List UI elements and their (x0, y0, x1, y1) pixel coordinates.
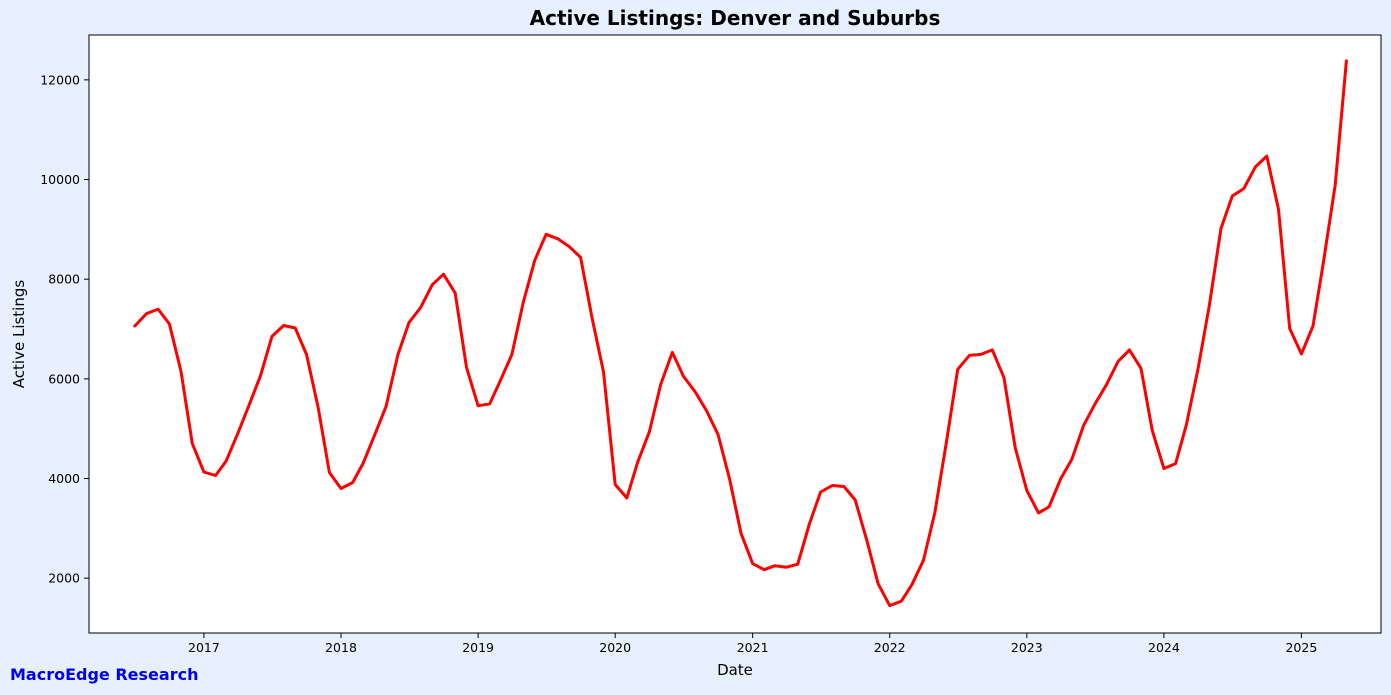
series-group (133, 59, 1348, 608)
x-axis-label: Date (717, 661, 753, 679)
x-tick-label: 2017 (188, 640, 220, 655)
y-tick-label: 4000 (48, 471, 80, 486)
y-tick-label: 6000 (48, 371, 80, 386)
x-tick-label: 2022 (874, 640, 906, 655)
y-tick-label: 12000 (40, 72, 80, 87)
chart-title: Active Listings: Denver and Suburbs (530, 6, 941, 30)
x-tick-label: 2020 (599, 640, 631, 655)
y-tick-label: 2000 (48, 571, 80, 586)
x-axis-ticks: 2017 2018 2019 2020 2021 2022 2023 2024 2025 (188, 633, 1317, 655)
y-axis-label: Active Listings (10, 280, 28, 389)
x-tick-label: 2024 (1148, 640, 1180, 655)
x-tick-label: 2025 (1285, 640, 1317, 655)
plot-area (88, 34, 1382, 634)
x-tick-label: 2021 (737, 640, 769, 655)
x-tick-label: 2018 (325, 640, 357, 655)
y-tick-label: 8000 (48, 272, 80, 287)
footer-brand: MacroEdge Research (10, 665, 199, 684)
x-tick-label: 2023 (1011, 640, 1043, 655)
series-line (133, 59, 1348, 608)
x-tick-label: 2019 (462, 640, 494, 655)
y-axis-ticks: 2000 4000 6000 8000 10000 12000 (40, 72, 89, 586)
y-tick-label: 10000 (40, 172, 80, 187)
